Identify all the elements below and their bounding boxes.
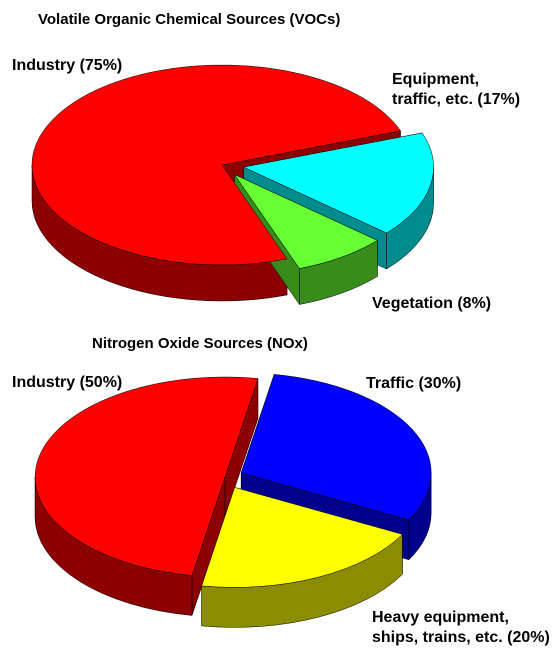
slice-label: Traffic (30%) [366,375,462,392]
slice-label: Heavy equipment, ships, trains, etc. (20… [372,609,550,646]
chart-title: Volatile Organic Chemical Sources (VOCs) [38,11,341,28]
slice [201,487,403,588]
slice [242,132,434,234]
slice [240,374,432,521]
chart-title: Nitrogen Oxide Sources (NOx) [92,335,308,352]
slice-label: Industry (50%) [12,374,123,391]
slice [31,64,401,266]
slice [34,376,259,576]
slice-label: Equipment, traffic, etc. (17%) [392,71,521,108]
slice-label: Vegetation (8%) [372,295,492,312]
slice [233,173,378,269]
slice-label: Industry (75%) [12,57,123,74]
